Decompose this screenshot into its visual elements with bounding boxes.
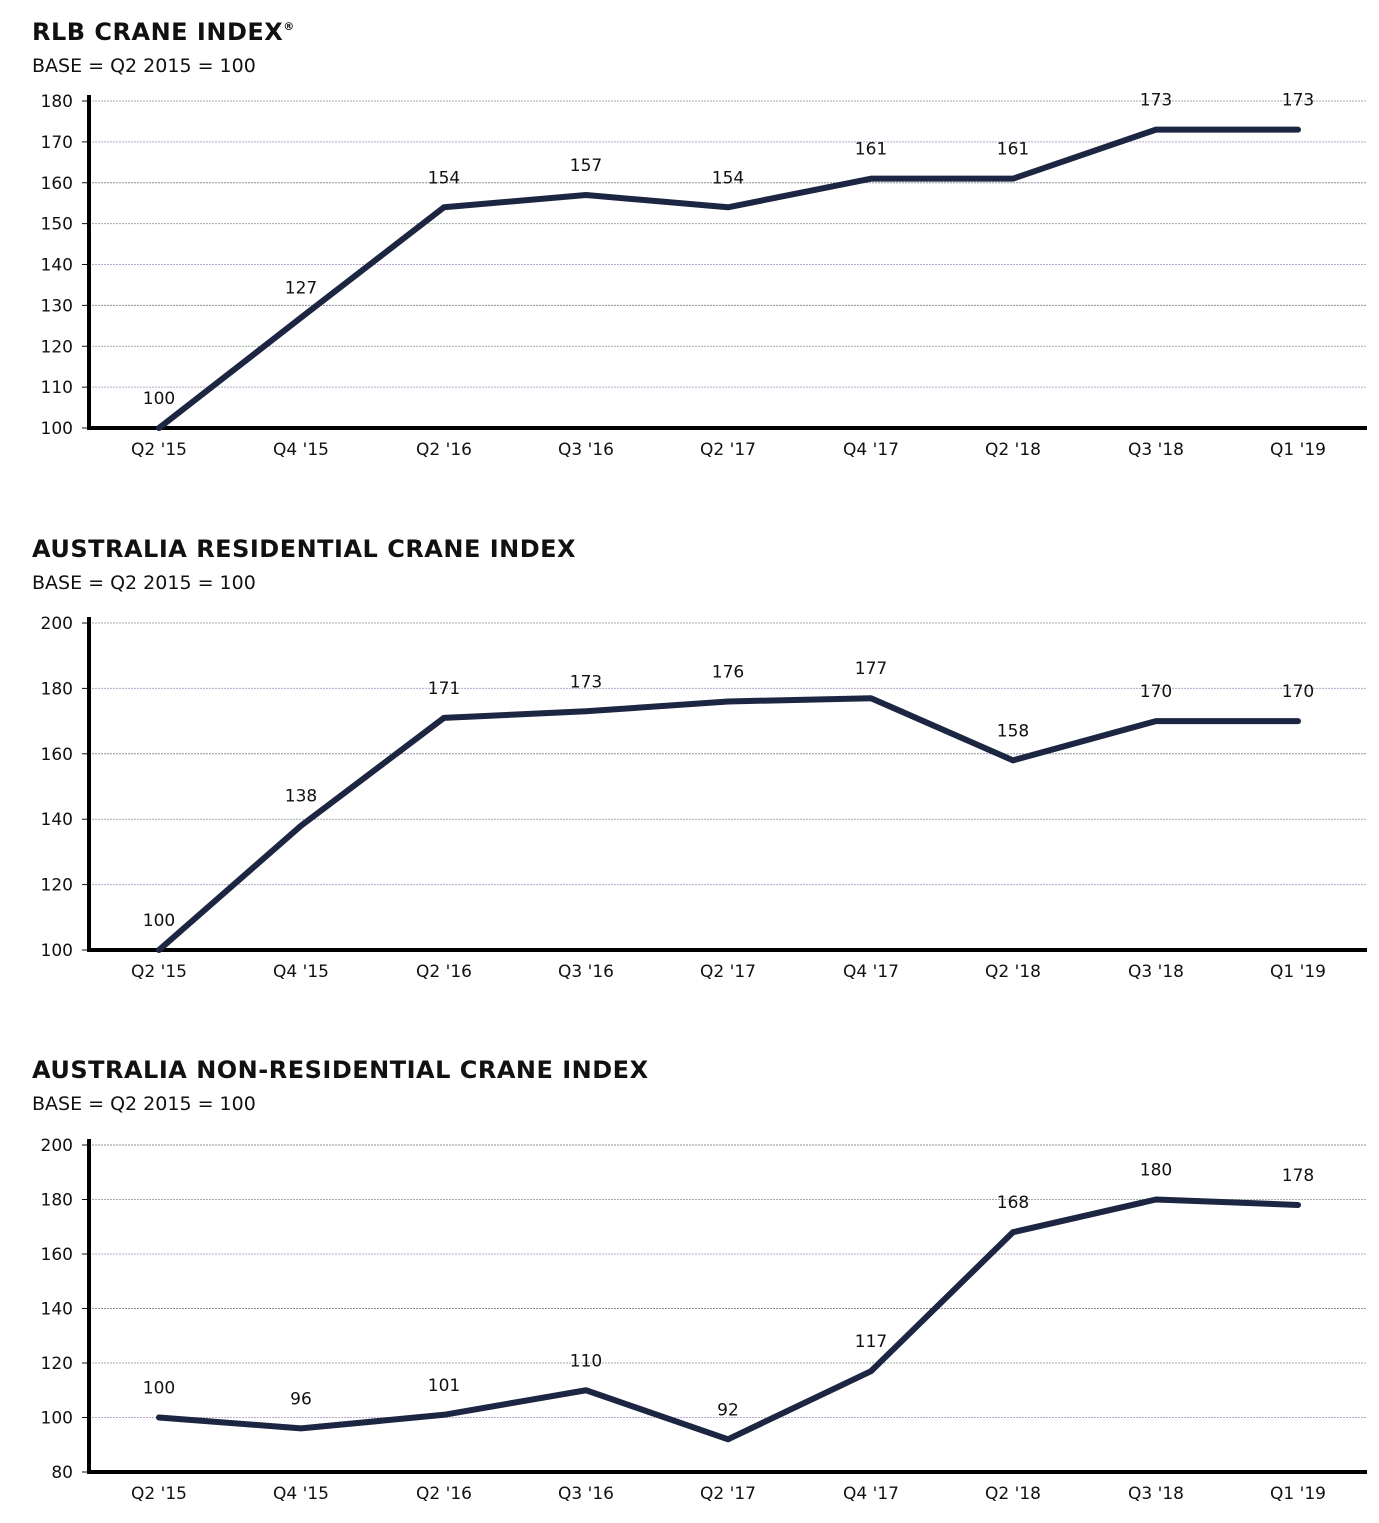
series-line bbox=[156, 695, 1301, 953]
chart-title: RLB CRANE INDEX® bbox=[32, 18, 295, 46]
chart-title: AUSTRALIA NON-RESIDENTIAL CRANE INDEX bbox=[32, 1056, 649, 1084]
data-label: 96 bbox=[290, 1389, 312, 1409]
chart-2: AUSTRALIA RESIDENTIAL CRANE INDEX BASE = … bbox=[32, 535, 1367, 982]
data-label: 117 bbox=[855, 1332, 887, 1352]
data-label: 161 bbox=[855, 140, 887, 160]
y-tick-label: 80 bbox=[51, 1463, 73, 1483]
data-label: 168 bbox=[997, 1193, 1029, 1213]
y-tick-label: 160 bbox=[41, 1245, 73, 1265]
data-label: 110 bbox=[570, 1351, 602, 1371]
chart-title: AUSTRALIA RESIDENTIAL CRANE INDEX bbox=[32, 535, 576, 563]
data-label: 161 bbox=[997, 140, 1029, 160]
data-label: 100 bbox=[143, 911, 175, 931]
y-tick-label: 140 bbox=[41, 256, 73, 276]
x-tick-label: Q3 '18 bbox=[1128, 1484, 1184, 1504]
y-tick-label: 180 bbox=[41, 92, 73, 112]
x-tick-label: Q4 '15 bbox=[273, 440, 329, 460]
x-tick-label: Q1 '19 bbox=[1270, 1484, 1326, 1504]
x-tick-label: Q3 '16 bbox=[558, 962, 614, 982]
x-tick-label: Q2 '16 bbox=[416, 440, 472, 460]
data-label: 138 bbox=[285, 787, 317, 807]
x-tick-label: Q2 '16 bbox=[416, 962, 472, 982]
x-tick-label: Q2 '18 bbox=[985, 1484, 1041, 1504]
y-tick-label: 130 bbox=[41, 296, 73, 316]
x-tick-label: Q4 '17 bbox=[843, 1484, 899, 1504]
y-tick-label: 120 bbox=[41, 1354, 73, 1374]
data-label: 173 bbox=[1140, 91, 1172, 111]
data-label: 154 bbox=[712, 168, 744, 188]
x-tick-label: Q4 '15 bbox=[273, 1484, 329, 1504]
data-label: 154 bbox=[428, 168, 460, 188]
data-label: 100 bbox=[143, 389, 175, 409]
y-tick-label: 120 bbox=[41, 876, 73, 896]
y-tick-label: 200 bbox=[41, 1136, 73, 1156]
y-tick-label: 160 bbox=[41, 745, 73, 765]
y-tick-label: 100 bbox=[41, 419, 73, 439]
y-tick-label: 110 bbox=[41, 378, 73, 398]
chart-1: RLB CRANE INDEX® BASE = Q2 2015 = 100 100 1… bbox=[32, 18, 1367, 460]
x-tick-label: Q2 '15 bbox=[131, 962, 187, 982]
data-label: 170 bbox=[1282, 682, 1314, 702]
data-label: 101 bbox=[428, 1376, 460, 1396]
x-tick-label: Q4 '17 bbox=[843, 440, 899, 460]
x-tick-label: Q4 '17 bbox=[843, 962, 899, 982]
chart-subtitle: BASE = Q2 2015 = 100 bbox=[32, 572, 256, 594]
x-tick-label: Q4 '15 bbox=[273, 962, 329, 982]
x-tick-label: Q2 '16 bbox=[416, 1484, 472, 1504]
x-tick-label: Q2 '17 bbox=[700, 440, 756, 460]
data-label: 173 bbox=[1282, 91, 1314, 111]
x-tick-label: Q2 '15 bbox=[131, 440, 187, 460]
y-tick-label: 150 bbox=[41, 215, 73, 235]
y-tick-label: 160 bbox=[41, 174, 73, 194]
x-tick-label: Q3 '16 bbox=[558, 440, 614, 460]
registered-mark: ® bbox=[283, 20, 295, 33]
x-tick-label: Q3 '16 bbox=[558, 1484, 614, 1504]
x-tick-label: Q2 '18 bbox=[985, 440, 1041, 460]
y-tick-label: 200 bbox=[41, 614, 73, 634]
x-tick-label: Q1 '19 bbox=[1270, 962, 1326, 982]
x-tick-label: Q2 '18 bbox=[985, 962, 1041, 982]
data-label: 173 bbox=[570, 672, 602, 692]
y-tick-label: 180 bbox=[41, 679, 73, 699]
data-label: 170 bbox=[1140, 682, 1172, 702]
x-tick-label: Q3 '18 bbox=[1128, 962, 1184, 982]
data-label: 127 bbox=[285, 279, 317, 299]
data-label: 177 bbox=[855, 659, 887, 679]
y-tick-label: 100 bbox=[41, 1409, 73, 1429]
data-label: 158 bbox=[997, 721, 1029, 741]
data-label: 171 bbox=[428, 679, 460, 699]
chart-subtitle: BASE = Q2 2015 = 100 bbox=[32, 1093, 256, 1115]
x-tick-label: Q3 '18 bbox=[1128, 440, 1184, 460]
x-tick-label: Q1 '19 bbox=[1270, 440, 1326, 460]
chart-3: AUSTRALIA NON-RESIDENTIAL CRANE INDEX BAS… bbox=[32, 1056, 1367, 1504]
data-label: 100 bbox=[143, 1379, 175, 1399]
x-tick-label: Q2 '17 bbox=[700, 1484, 756, 1504]
y-tick-label: 180 bbox=[41, 1191, 73, 1211]
y-tick-label: 140 bbox=[41, 810, 73, 830]
data-label: 92 bbox=[717, 1400, 739, 1420]
data-label: 176 bbox=[712, 662, 744, 682]
data-label: 180 bbox=[1140, 1161, 1172, 1181]
y-tick-label: 100 bbox=[41, 941, 73, 961]
y-tick-label: 140 bbox=[41, 1300, 73, 1320]
x-tick-label: Q2 '17 bbox=[700, 962, 756, 982]
data-label: 157 bbox=[570, 156, 602, 176]
chart-subtitle: BASE = Q2 2015 = 100 bbox=[32, 55, 256, 77]
x-tick-label: Q2 '15 bbox=[131, 1484, 187, 1504]
data-label: 178 bbox=[1282, 1166, 1314, 1186]
y-tick-label: 120 bbox=[41, 337, 73, 357]
y-tick-label: 170 bbox=[41, 133, 73, 153]
